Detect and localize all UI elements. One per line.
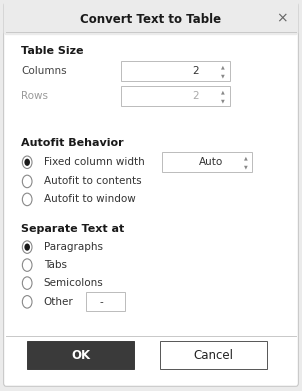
FancyBboxPatch shape [27, 341, 134, 369]
Text: Other: Other [44, 297, 74, 307]
Text: Autofit Behavior: Autofit Behavior [21, 138, 124, 148]
Text: ▼: ▼ [221, 98, 225, 103]
Text: 2: 2 [192, 66, 199, 76]
Text: Paragraphs: Paragraphs [44, 242, 103, 252]
Text: Autofit to window: Autofit to window [44, 194, 136, 204]
Text: Table Size: Table Size [21, 46, 84, 56]
FancyBboxPatch shape [121, 61, 230, 81]
Text: Cancel: Cancel [194, 349, 234, 362]
FancyBboxPatch shape [4, 0, 298, 35]
Circle shape [24, 244, 30, 251]
Circle shape [24, 159, 30, 166]
Text: Separate Text at: Separate Text at [21, 224, 124, 234]
Text: Convert Text to Table: Convert Text to Table [80, 13, 222, 26]
Text: Tabs: Tabs [44, 260, 67, 270]
Text: Fixed column width: Fixed column width [44, 157, 145, 167]
Text: ▲: ▲ [244, 156, 247, 161]
Circle shape [22, 296, 32, 308]
Text: ▲: ▲ [221, 90, 225, 94]
Text: Rows: Rows [21, 91, 48, 101]
Text: Autofit to contents: Autofit to contents [44, 176, 141, 187]
Text: -: - [100, 297, 104, 307]
Text: Semicolons: Semicolons [44, 278, 104, 288]
Text: 2: 2 [192, 91, 199, 101]
FancyBboxPatch shape [86, 292, 125, 311]
Circle shape [22, 175, 32, 188]
FancyBboxPatch shape [121, 86, 230, 106]
FancyBboxPatch shape [162, 152, 252, 172]
Circle shape [22, 277, 32, 289]
FancyBboxPatch shape [4, 3, 298, 386]
Circle shape [22, 193, 32, 206]
Text: ▲: ▲ [221, 65, 225, 70]
FancyBboxPatch shape [160, 341, 267, 369]
Text: ▼: ▼ [221, 74, 225, 78]
Text: ▼: ▼ [244, 165, 247, 169]
Text: Columns: Columns [21, 66, 67, 76]
Text: ×: × [277, 11, 288, 25]
Text: Auto: Auto [199, 157, 223, 167]
Circle shape [22, 156, 32, 169]
Circle shape [22, 241, 32, 253]
Circle shape [22, 259, 32, 271]
Text: OK: OK [71, 349, 90, 362]
